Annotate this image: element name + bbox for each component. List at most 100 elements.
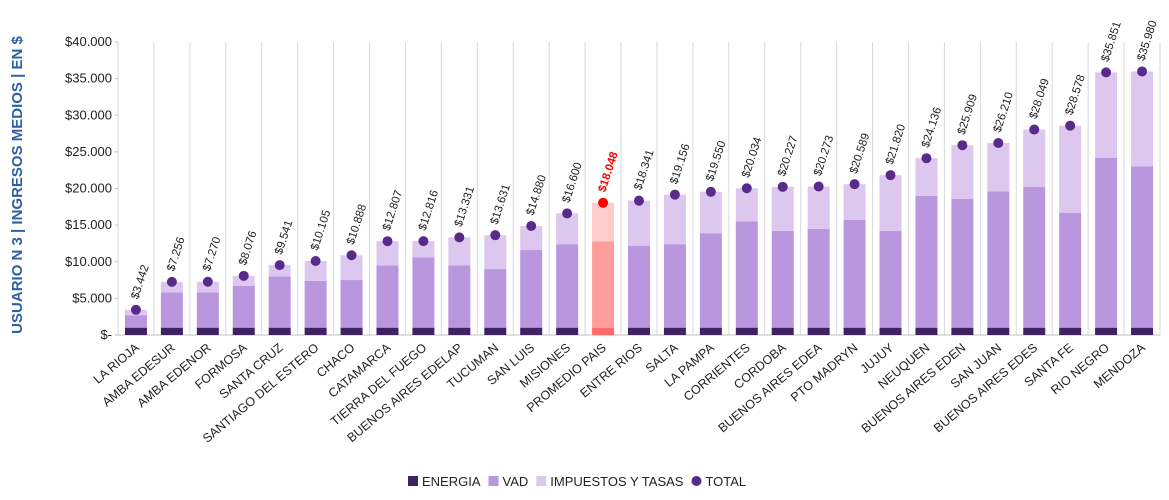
bar-segment	[376, 241, 399, 266]
total-dot	[1029, 124, 1040, 135]
value-label: $25.909	[956, 93, 980, 136]
total-dot	[274, 260, 285, 271]
total-dot	[418, 236, 429, 247]
bar-segment	[160, 292, 183, 328]
value-label: $12.807	[381, 189, 405, 232]
bar-segment	[340, 255, 363, 281]
legend-swatch	[488, 476, 499, 486]
bar-segment	[987, 143, 1010, 192]
bar-segment	[987, 191, 1010, 328]
value-label: $20.273	[812, 134, 836, 177]
bar-segment	[484, 235, 507, 270]
bar-segment	[1095, 72, 1118, 158]
bar-segment	[268, 276, 291, 328]
value-label: $16.600	[561, 161, 585, 204]
bar-segment	[196, 292, 219, 328]
bar-segment	[915, 327, 938, 335]
bar-segment	[1023, 327, 1046, 335]
bar-segment	[1131, 327, 1154, 335]
bar-segment	[124, 315, 147, 328]
bar-segment	[340, 327, 363, 335]
bar-segment	[592, 327, 615, 335]
bar-segment	[556, 244, 579, 328]
bar-segment	[807, 186, 830, 229]
value-label: $28.578	[1064, 73, 1088, 116]
total-dot	[705, 186, 716, 197]
total-dot	[1137, 66, 1148, 77]
bar-segment	[1095, 327, 1118, 335]
y-tick-label: $15.000	[65, 217, 112, 232]
value-label: $10.888	[345, 203, 369, 246]
value-label: $28.049	[1028, 77, 1052, 120]
bar-segment	[196, 327, 219, 335]
bar-segment	[448, 265, 471, 328]
value-label: $20.034	[740, 135, 764, 179]
bar-segment	[412, 327, 435, 335]
value-label: $13.631	[489, 183, 513, 226]
bar-segment	[1023, 129, 1046, 188]
bar-segment	[879, 327, 902, 335]
bar-segment	[771, 186, 794, 231]
value-label: $21.820	[884, 123, 908, 166]
legend-label: IMPUESTOS Y TASAS	[550, 474, 684, 489]
bar-segment	[951, 327, 974, 335]
legend-label: VAD	[503, 474, 529, 489]
bar-segment	[340, 280, 363, 328]
y-tick-label: $10.000	[65, 254, 112, 269]
y-tick-label: $35.000	[65, 71, 112, 86]
bar-segment	[592, 202, 615, 242]
total-dot	[921, 153, 932, 164]
bar-segment	[735, 188, 758, 222]
bar-segment	[807, 228, 830, 328]
y-tick-label: $-	[100, 327, 112, 342]
total-dot	[202, 276, 213, 287]
total-dot	[526, 221, 537, 232]
bar-segment	[376, 265, 399, 328]
bar-segment	[735, 327, 758, 335]
bar-segment	[1095, 157, 1118, 328]
total-dot	[669, 189, 680, 200]
bar-segment	[232, 285, 255, 328]
bar-segment	[1059, 125, 1082, 213]
bar-segment	[951, 145, 974, 199]
value-label: $19.156	[668, 142, 692, 185]
bar-segment	[663, 327, 686, 335]
bar-segment	[1131, 166, 1154, 328]
bar-segment	[520, 327, 543, 335]
bar-segment	[663, 194, 686, 245]
value-label: $10.105	[309, 209, 333, 252]
total-dot	[993, 138, 1004, 149]
value-label: $8.076	[237, 230, 259, 267]
total-dot	[490, 230, 501, 241]
bar-segment	[1023, 187, 1046, 328]
bar-segment	[843, 219, 866, 328]
total-dot	[166, 276, 177, 287]
total-dot	[957, 140, 968, 151]
value-label: $14.880	[525, 174, 549, 217]
bar-segment	[412, 257, 435, 328]
legend-swatch	[408, 476, 418, 486]
x-tick-label: ENTRE RIOS	[577, 341, 645, 401]
legend-label: ENERGIA	[422, 474, 481, 489]
total-dot	[598, 197, 609, 208]
bar-segment	[196, 281, 219, 293]
bar-segment	[699, 191, 722, 234]
y-tick-label: $40.000	[65, 34, 112, 49]
value-label: $35.851	[1100, 20, 1124, 63]
bar-segment	[771, 327, 794, 335]
bar-segment	[663, 244, 686, 328]
total-dot	[885, 170, 896, 181]
value-label: $20.589	[848, 132, 872, 175]
total-dot	[454, 232, 465, 243]
bar-segment	[268, 327, 291, 335]
bar-segment	[412, 241, 435, 258]
bar-segment	[628, 200, 650, 246]
bar-segment	[699, 327, 722, 335]
value-label: $7.256	[165, 236, 187, 273]
total-dot	[238, 270, 249, 281]
bar-segment	[843, 184, 866, 220]
bar-segment	[304, 260, 327, 281]
value-label: $35.980	[1135, 19, 1159, 62]
bar-segment	[520, 250, 543, 328]
